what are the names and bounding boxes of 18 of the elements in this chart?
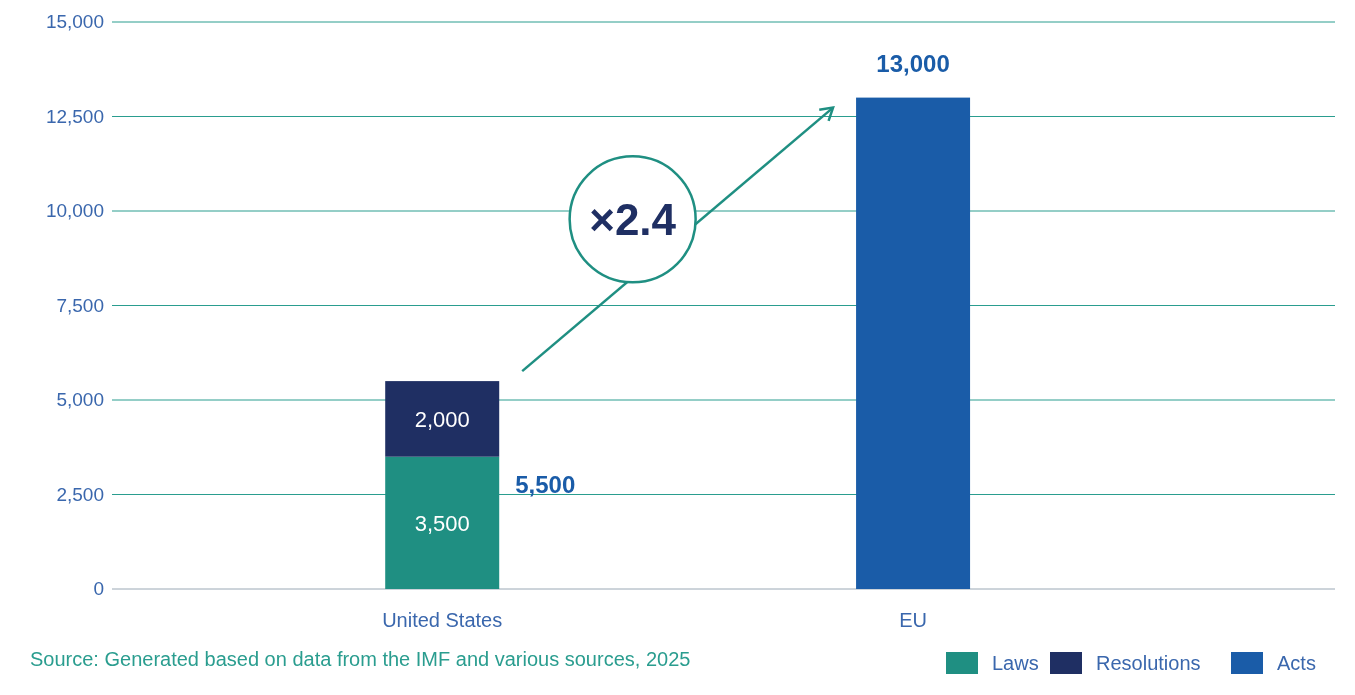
legend-label: Laws — [992, 652, 1039, 674]
data-label: 3,500 — [414, 510, 470, 536]
legend-label: Acts — [1277, 652, 1316, 674]
x-tick-label: United States — [382, 609, 503, 631]
y-tick-label: 15,000 — [45, 11, 104, 32]
y-tick-label: 0 — [93, 578, 104, 599]
annotation: ×2.4 — [589, 195, 677, 245]
total-label: 5,500 — [515, 471, 576, 499]
total-label: 13,000 — [876, 49, 950, 77]
x-tick-label: EU — [899, 609, 927, 631]
source-note: Source: Generated based on data from the IMF and various sources, 2025 — [30, 648, 692, 670]
y-tick-label: 10,000 — [45, 200, 104, 221]
y-tick-label: 12,500 — [45, 105, 104, 127]
legend-label: Resolutions — [1096, 652, 1201, 674]
y-tick-label: 2,500 — [56, 483, 104, 505]
y-tick-label: 5,000 — [56, 389, 104, 410]
data-label: 2,000 — [414, 406, 470, 432]
y-tick-label: 7,500 — [56, 294, 104, 316]
